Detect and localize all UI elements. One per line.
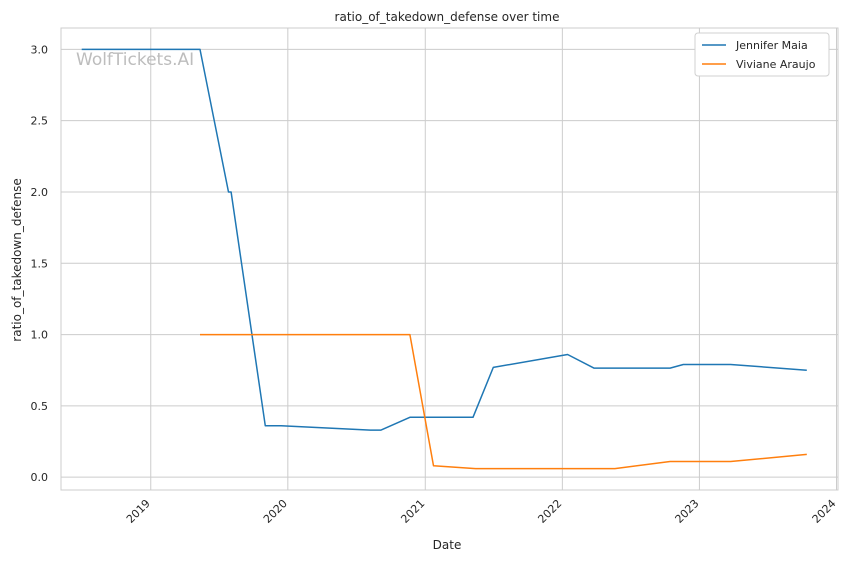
y-tick-label: 1.5 bbox=[31, 257, 49, 270]
y-tick-label: 2.5 bbox=[31, 115, 49, 128]
watermark: WolfTickets.AI bbox=[76, 50, 194, 70]
x-axis-title: Date bbox=[433, 538, 462, 552]
y-axis-title: ratio_of_takedown_defense bbox=[10, 178, 24, 341]
series-line-jennifer-maia bbox=[81, 48, 807, 431]
x-tick-label: 2022 bbox=[535, 497, 564, 526]
x-tick-label: 2019 bbox=[124, 497, 153, 526]
legend-box bbox=[694, 32, 830, 77]
legend-label-viviane-araujo: Viviane Araujo bbox=[736, 58, 816, 71]
x-tick-label: 2021 bbox=[398, 497, 427, 526]
y-tick-labels: 0.0 0.5 1.0 1.5 2.0 2.5 3.0 bbox=[31, 43, 49, 484]
y-tick-label: 3.0 bbox=[31, 43, 49, 56]
x-tick-labels: 2019 2020 2021 2022 2023 2024 bbox=[124, 497, 839, 526]
x-tick-label: 2024 bbox=[810, 497, 839, 526]
plot-area bbox=[60, 27, 839, 491]
y-tick-label: 0.0 bbox=[31, 471, 49, 484]
x-tick-label: 2023 bbox=[673, 497, 702, 526]
series-line-viviane-araujo bbox=[200, 333, 807, 470]
legend: Jennifer Maia Viviane Araujo bbox=[694, 32, 830, 77]
chart-title: ratio_of_takedown_defense over time bbox=[335, 10, 560, 24]
grid bbox=[61, 28, 838, 490]
series-lines bbox=[81, 48, 807, 470]
x-tick-label: 2020 bbox=[261, 497, 290, 526]
legend-label-jennifer-maia: Jennifer Maia bbox=[735, 39, 808, 52]
y-tick-label: 1.0 bbox=[31, 329, 49, 342]
y-tick-label: 2.0 bbox=[31, 186, 49, 199]
y-tick-label: 0.5 bbox=[31, 400, 49, 413]
